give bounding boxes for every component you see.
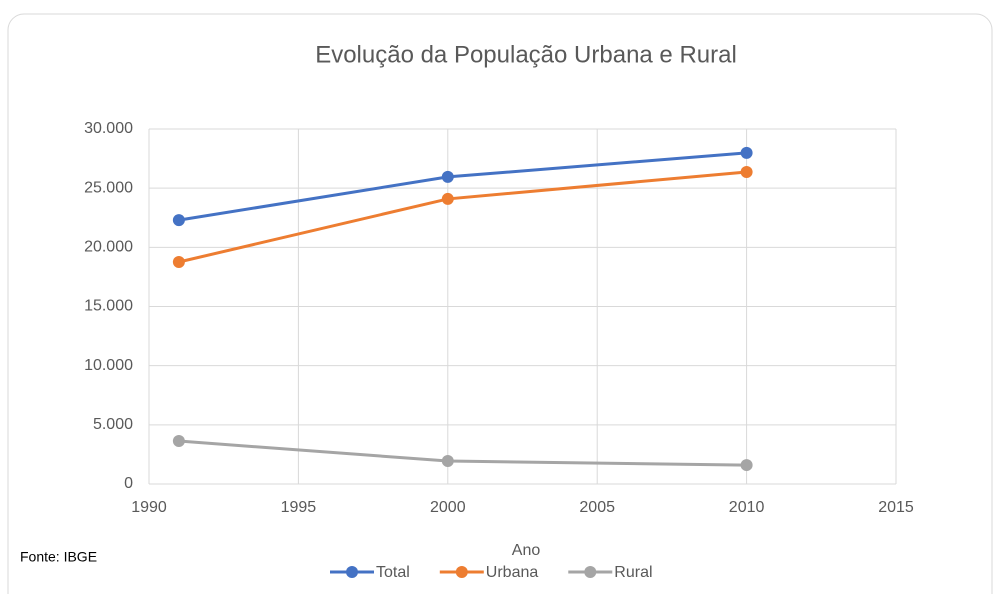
x-tick-label: 2005 <box>579 499 615 516</box>
data-point <box>172 256 185 269</box>
data-point <box>441 192 454 205</box>
data-point <box>740 459 753 472</box>
y-tick-label: 10.000 <box>84 357 133 374</box>
x-axis-label: Ano <box>512 542 541 559</box>
legend-label: Urbana <box>486 564 539 581</box>
x-tick-label: 2015 <box>878 499 914 516</box>
x-tick-label: 1995 <box>281 499 317 516</box>
data-point <box>740 146 753 159</box>
y-tick-label: 5.000 <box>93 416 133 433</box>
source-note: Fonte: IBGE <box>20 549 97 565</box>
y-tick-label: 15.000 <box>84 298 133 315</box>
data-point <box>441 170 454 183</box>
legend-marker <box>584 566 597 578</box>
x-tick-label: 1990 <box>131 499 167 516</box>
data-point <box>740 165 753 178</box>
data-point <box>172 435 185 448</box>
legend-label: Rural <box>614 564 652 581</box>
legend-marker <box>455 566 468 578</box>
y-tick-label: 0 <box>124 475 133 492</box>
y-tick-label: 20.000 <box>84 239 133 256</box>
data-point <box>441 455 454 468</box>
y-tick-label: 25.000 <box>84 179 133 196</box>
chart-card <box>7 13 993 594</box>
legend-label: Total <box>376 564 410 581</box>
x-tick-label: 2010 <box>729 499 765 516</box>
chart-title: Evolução da População Urbana e Rural <box>315 41 737 68</box>
y-tick-label: 30.000 <box>84 120 133 137</box>
x-tick-label: 2000 <box>430 499 466 516</box>
legend-marker <box>346 566 358 578</box>
data-point <box>172 214 185 227</box>
